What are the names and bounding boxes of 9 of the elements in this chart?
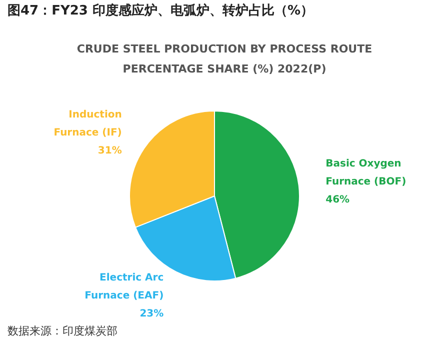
chart-subtitle: CRUDE STEEL PRODUCTION BY PROCESS ROUTE PERCENTAGE SHARE (%) 2022(P) [76,42,372,76]
data-label: 31% [98,146,122,157]
slice-label: Electric Arc Furnace (EAF) [84,272,164,302]
chart-title: 图47：FY23 印度感应炉、电弧炉、转炉占比（%） [8,2,314,18]
slice-label: Basic Oxygen Furnace (BOF) [326,158,406,188]
data-label: 23% [140,308,164,320]
source-note: 数据来源：印度煤炭部 [8,324,118,338]
slice-label: Induction Furnace (IF) [54,110,122,139]
data-label: 46% [326,194,350,206]
